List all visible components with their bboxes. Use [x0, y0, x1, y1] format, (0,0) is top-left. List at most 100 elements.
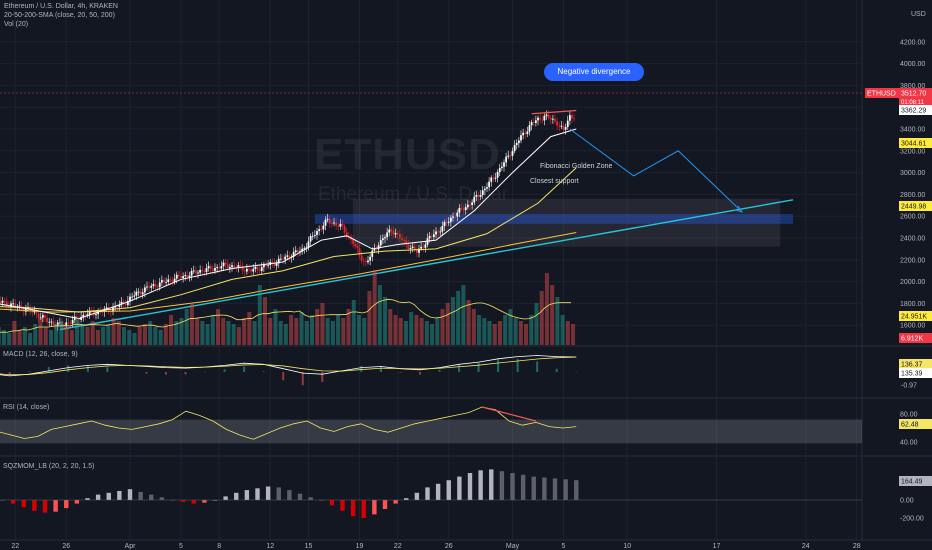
- time-tick-label: Apr: [125, 543, 137, 550]
- volume-bar: [289, 315, 294, 345]
- candle: [46, 317, 49, 323]
- volume-bar: [231, 324, 236, 345]
- candle: [305, 247, 308, 249]
- candle: [135, 291, 138, 296]
- candle: [556, 121, 559, 126]
- candle: [537, 117, 539, 121]
- candle: [258, 269, 261, 271]
- candle: [454, 216, 457, 218]
- sqz-histogram-bar: [117, 491, 122, 500]
- candle: [12, 303, 15, 305]
- candle: [214, 267, 216, 271]
- volume-bar: [200, 321, 205, 345]
- candle: [303, 248, 306, 250]
- price-tick-label: 1600.00: [900, 323, 925, 330]
- volume-bar: [247, 312, 252, 345]
- candle: [160, 280, 163, 283]
- sqz-histogram-bar: [85, 498, 90, 500]
- candle: [371, 250, 374, 257]
- candle: [158, 282, 161, 288]
- macd-badge: [899, 368, 932, 378]
- candle: [534, 120, 537, 123]
- candle: [10, 303, 12, 307]
- candle: [322, 225, 325, 230]
- candle: [184, 275, 187, 277]
- candle: [396, 233, 399, 235]
- volume-bar: [95, 330, 100, 345]
- macd-histogram-bar: [223, 369, 226, 372]
- candle: [61, 322, 63, 326]
- time-tick-label: May: [506, 543, 520, 550]
- candle: [430, 236, 433, 237]
- volume-bar: [169, 315, 174, 345]
- candle: [0, 301, 2, 303]
- candle: [205, 268, 208, 272]
- volume-bar: [518, 321, 523, 345]
- time-tick-label: 24: [802, 543, 810, 550]
- sqz-histogram-bar: [42, 500, 48, 513]
- volume-bar: [555, 297, 560, 345]
- time-tick-label: 22: [11, 543, 19, 550]
- sqz-histogram-bar: [457, 476, 462, 500]
- candle: [37, 313, 40, 318]
- sqz-histogram-bar: [404, 498, 409, 500]
- candle: [494, 177, 497, 179]
- candle: [441, 225, 444, 232]
- sqz-histogram-bar: [74, 500, 80, 504]
- candle: [432, 234, 435, 237]
- candle: [464, 207, 467, 211]
- candle: [237, 265, 240, 268]
- volume-bar: [54, 324, 59, 345]
- macd-histogram-bar: [184, 372, 187, 375]
- candle: [420, 246, 423, 249]
- sqz-histogram-bar: [64, 500, 69, 509]
- macd-histogram-bar: [282, 372, 285, 381]
- candle: [551, 118, 554, 120]
- candle: [41, 315, 44, 318]
- candle: [169, 279, 172, 281]
- volume-bar: [283, 324, 288, 345]
- price-badge-value: 2449.98: [901, 204, 926, 211]
- candle: [460, 207, 463, 209]
- time-tick-label: 17: [713, 543, 721, 550]
- candle: [284, 256, 287, 260]
- candle: [95, 314, 97, 316]
- candle: [437, 231, 440, 233]
- candle: [337, 225, 340, 227]
- time-tick-label: 5: [179, 543, 183, 550]
- candle: [566, 120, 569, 128]
- volume-bar: [497, 321, 502, 345]
- sma-legend: 20-50-200-SMA (close, 20, 50, 200): [4, 12, 115, 19]
- candle: [462, 208, 465, 211]
- volume-bar: [127, 330, 132, 345]
- candle: [384, 237, 386, 239]
- candle: [29, 307, 32, 311]
- watermark-ticker: ETHUSD: [314, 130, 501, 179]
- candle: [294, 250, 297, 253]
- candle: [1, 300, 4, 303]
- macd-histogram-bar: [47, 367, 50, 372]
- sqz-histogram-bar: [287, 490, 292, 500]
- volume-bar: [205, 324, 210, 345]
- candle: [547, 114, 550, 118]
- candle: [356, 245, 359, 248]
- sqz-histogram-bar: [308, 497, 313, 500]
- candle: [228, 267, 231, 269]
- macd-histogram-bar: [360, 366, 363, 372]
- sqz-histogram-bar: [435, 483, 441, 500]
- candle: [452, 216, 454, 218]
- candle: [475, 194, 478, 197]
- volume-bar: [508, 309, 513, 345]
- candle: [532, 122, 535, 123]
- time-tick-label: 26: [62, 543, 70, 550]
- price-tick-label: 3400.00: [900, 127, 925, 134]
- candle: [507, 155, 510, 157]
- volume-bar: [299, 312, 304, 345]
- candle: [511, 151, 514, 156]
- sqz-histogram-bar: [234, 492, 239, 500]
- candle: [545, 114, 548, 116]
- negative-divergence-callout[interactable]: Negative divergence: [544, 63, 644, 81]
- price-badge-value: 6.912K: [901, 336, 924, 343]
